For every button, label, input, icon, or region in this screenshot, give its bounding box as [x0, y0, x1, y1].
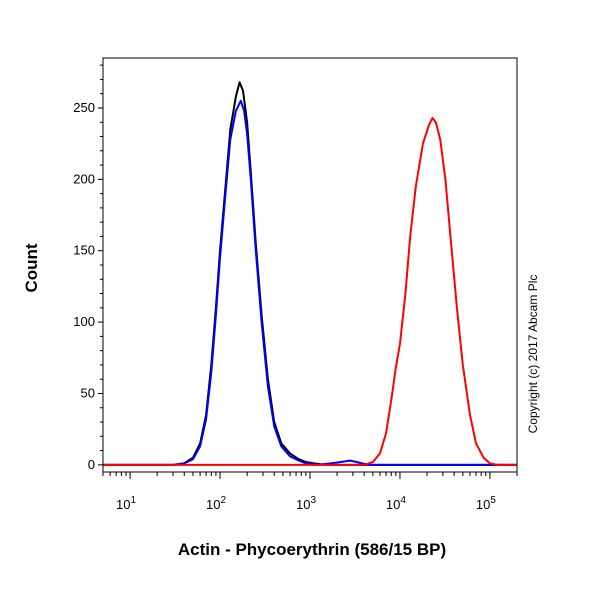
x-tick-label: 105 [476, 495, 496, 512]
series-layer [103, 81, 517, 466]
series-line-3 [103, 117, 517, 466]
x-tick-label: 102 [206, 495, 226, 512]
series-line-1 [103, 81, 517, 466]
y-axis-title: Count [22, 243, 41, 292]
x-axis-title: Actin - Phycoerythrin (586/15 BP) [178, 540, 446, 559]
x-tick-label: 101 [116, 495, 136, 512]
y-tick-label: 100 [73, 314, 95, 329]
y-tick-label: 200 [73, 171, 95, 186]
y-tick-label: 150 [73, 243, 95, 258]
y-tick-label: 50 [81, 385, 95, 400]
y-axis: 0 50 100 150 200 250 [73, 64, 103, 472]
x-axis: 101 102 103 104 105 [102, 472, 518, 512]
series-line-2 [103, 99, 517, 466]
plot-frame [102, 57, 518, 473]
y-tick-label: 250 [73, 100, 95, 115]
x-tick-label: 103 [296, 495, 316, 512]
y-tick-label: 0 [88, 457, 95, 472]
x-tick-label: 104 [386, 495, 406, 512]
copyright-watermark: Copyright (c) 2017 Abcam Plc [526, 275, 540, 434]
